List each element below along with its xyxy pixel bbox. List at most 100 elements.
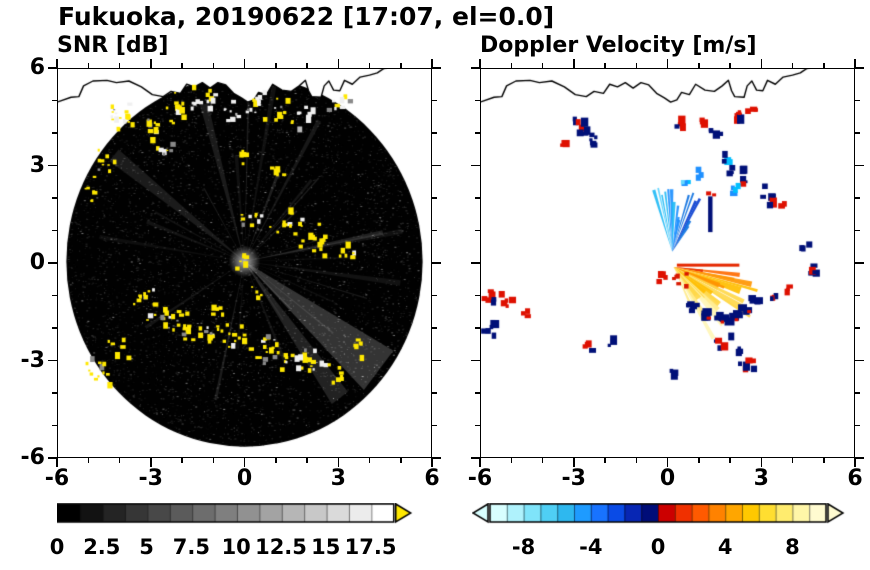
axis-tick — [306, 63, 308, 68]
doppler-colorbar — [472, 503, 846, 527]
colorbar-tick-label: 7.5 — [172, 535, 210, 559]
axis-tick — [52, 132, 57, 134]
x-axis-tick-label: 6 — [424, 466, 440, 491]
axis-tick — [604, 458, 606, 463]
x-axis-tick-label: -6 — [44, 466, 70, 491]
axis-tick — [432, 294, 437, 297]
axis-tick — [150, 59, 152, 68]
axis-tick — [855, 294, 860, 297]
axis-tick — [368, 63, 371, 68]
axis-tick — [855, 197, 860, 199]
colorbar-tick-label: -8 — [511, 535, 536, 559]
axis-tick — [181, 63, 183, 68]
axis-tick — [87, 458, 89, 463]
axis-tick — [87, 63, 89, 68]
axis-tick — [823, 458, 825, 463]
axis-tick — [52, 392, 57, 394]
colorbar-tick-label: 17.5 — [344, 535, 397, 559]
x-axis-tick-label: 3 — [753, 466, 769, 491]
axis-tick — [573, 59, 575, 68]
axis-tick — [666, 458, 669, 467]
axis-tick — [432, 67, 441, 69]
axis-tick — [475, 99, 480, 102]
snr-panel — [48, 59, 441, 467]
axis-tick — [760, 458, 762, 467]
axis-tick — [855, 132, 860, 134]
colorbar-tick-label: 12.5 — [255, 535, 307, 559]
axis-tick — [432, 457, 441, 459]
axis-tick — [118, 458, 121, 463]
axis-tick — [368, 458, 371, 463]
axis-tick — [471, 262, 480, 264]
colorbar-tick-label: 0 — [49, 535, 65, 559]
axis-tick — [48, 164, 57, 167]
axis-tick — [635, 458, 637, 463]
axis-tick — [854, 59, 856, 68]
axis-tick — [475, 424, 480, 427]
axis-tick — [52, 327, 57, 329]
axis-tick — [48, 262, 57, 264]
axis-tick — [855, 262, 864, 264]
axis-tick — [475, 327, 480, 329]
axis-tick — [635, 63, 637, 68]
axis-tick — [275, 63, 277, 68]
axis-tick — [56, 59, 58, 68]
axis-tick — [432, 164, 441, 167]
axis-tick — [475, 197, 480, 199]
axis-tick — [475, 132, 480, 134]
x-axis-tick-label: -3 — [138, 466, 163, 491]
y-axis-tick-label: -3 — [20, 347, 45, 373]
axis-tick — [541, 63, 544, 68]
axis-tick — [48, 457, 57, 459]
y-axis-tick-label: -6 — [20, 445, 45, 470]
axis-tick — [337, 458, 339, 467]
axis-tick — [604, 63, 606, 68]
axis-tick — [760, 59, 762, 68]
axis-tick — [432, 424, 437, 427]
axis-tick — [212, 63, 214, 68]
axis-tick — [729, 63, 731, 68]
axis-tick — [52, 229, 57, 232]
x-axis-tick-label: -3 — [561, 466, 586, 491]
y-axis-tick-label: 3 — [29, 152, 45, 178]
doppler-panel — [471, 59, 864, 467]
axis-tick — [479, 458, 481, 467]
axis-tick — [471, 359, 480, 362]
axis-tick — [48, 359, 57, 362]
axis-tick — [243, 59, 246, 68]
axis-tick — [52, 294, 57, 297]
axis-tick — [475, 229, 480, 232]
colorbar-tick-label: 15 — [311, 535, 341, 559]
axis-tick — [666, 59, 669, 68]
y-axis-tick-label: 6 — [29, 55, 45, 80]
axis-tick — [212, 458, 214, 463]
axis-tick — [306, 458, 308, 463]
x-axis-tick-label: 0 — [659, 466, 676, 491]
axis-tick — [471, 457, 480, 459]
axis-tick — [52, 424, 57, 427]
axis-tick — [400, 458, 402, 463]
axis-tick — [432, 262, 441, 264]
axis-tick — [510, 458, 512, 463]
axis-tick — [431, 458, 433, 467]
colorbar-tick-label: 0 — [650, 535, 666, 559]
axis-tick — [855, 229, 860, 232]
axis-tick — [52, 99, 57, 102]
axis-tick — [432, 327, 437, 329]
axis-tick — [432, 132, 437, 134]
snr-field-canvas — [57, 68, 432, 458]
axis-tick — [729, 458, 731, 463]
axis-tick — [855, 457, 864, 459]
axis-tick — [150, 458, 152, 467]
colorbar-tick-label: 10 — [221, 535, 251, 559]
colorbar-tick-label: 8 — [785, 535, 800, 559]
axis-tick — [471, 164, 480, 167]
x-axis-tick-label: 3 — [330, 466, 346, 491]
axis-tick — [573, 458, 575, 467]
axis-tick — [855, 424, 860, 427]
y-axis-tick-label: 0 — [29, 250, 45, 275]
axis-tick — [432, 99, 437, 102]
axis-tick — [118, 63, 121, 68]
colorbar-tick-label: -4 — [579, 535, 603, 559]
